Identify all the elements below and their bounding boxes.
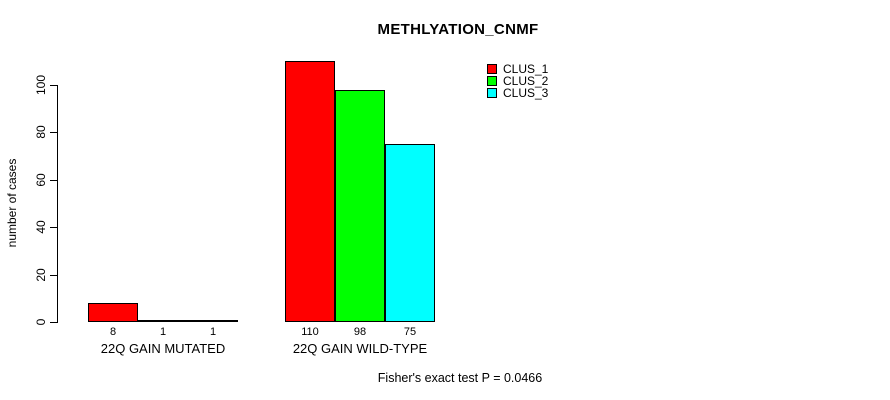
y-axis-tick xyxy=(50,274,57,276)
y-axis-tick xyxy=(50,85,57,86)
y-axis-tick-label: 0 xyxy=(34,318,48,326)
bar-value-label: 75 xyxy=(403,326,417,338)
fishers-test-annotation: Fisher's exact test P = 0.0466 xyxy=(377,371,543,385)
y-axis-tick-label: 80 xyxy=(34,125,48,140)
y-axis-tick xyxy=(50,227,57,229)
y-axis-tick-label: 100 xyxy=(34,74,48,96)
legend-swatch-icon xyxy=(487,88,497,98)
legend-item-clus_2: CLUS_2 xyxy=(487,75,548,87)
bar-value-label: 110 xyxy=(301,326,319,338)
legend-item-label: CLUS_1 xyxy=(503,62,549,76)
x-axis-group-label: 22Q GAIN MUTATED xyxy=(100,341,226,356)
y-axis-label: number of cases xyxy=(5,158,19,248)
x-axis-group-label: 22Q GAIN WILD-TYPE xyxy=(292,341,428,356)
legend-item-label: CLUS_2 xyxy=(503,74,549,88)
bar-value-label: 98 xyxy=(353,326,367,338)
chart-title: METHLYATION_CNMF xyxy=(377,21,539,38)
bar-clus_2-group2 xyxy=(335,89,385,322)
y-axis-tick-label: 20 xyxy=(34,267,48,282)
bar-value-label: 1 xyxy=(159,326,167,338)
bar-clus_2-group1 xyxy=(138,319,188,322)
bar-value-label: 8 xyxy=(109,326,117,338)
legend-swatch-icon xyxy=(487,64,497,74)
y-axis-line xyxy=(57,85,58,323)
legend-item-clus_1: CLUS_1 xyxy=(487,63,548,75)
y-axis-tick xyxy=(50,132,57,134)
bar-clus_1-group2 xyxy=(285,61,335,322)
bar-clus_1-group1 xyxy=(88,303,138,322)
bar-clus_3-group1 xyxy=(188,319,238,322)
bar-clus_3-group2 xyxy=(385,144,435,322)
y-axis-tick xyxy=(50,322,57,323)
legend-item-clus_3: CLUS_3 xyxy=(487,87,548,99)
legend-swatch-icon xyxy=(487,76,497,86)
y-axis-tick xyxy=(50,179,57,181)
legend-item-label: CLUS_3 xyxy=(503,86,549,100)
legend: CLUS_1 CLUS_2 CLUS_3 xyxy=(487,63,548,99)
bar-value-label: 1 xyxy=(209,326,217,338)
y-axis-tick-label: 40 xyxy=(34,220,48,234)
y-axis-tick-label: 60 xyxy=(34,173,48,187)
